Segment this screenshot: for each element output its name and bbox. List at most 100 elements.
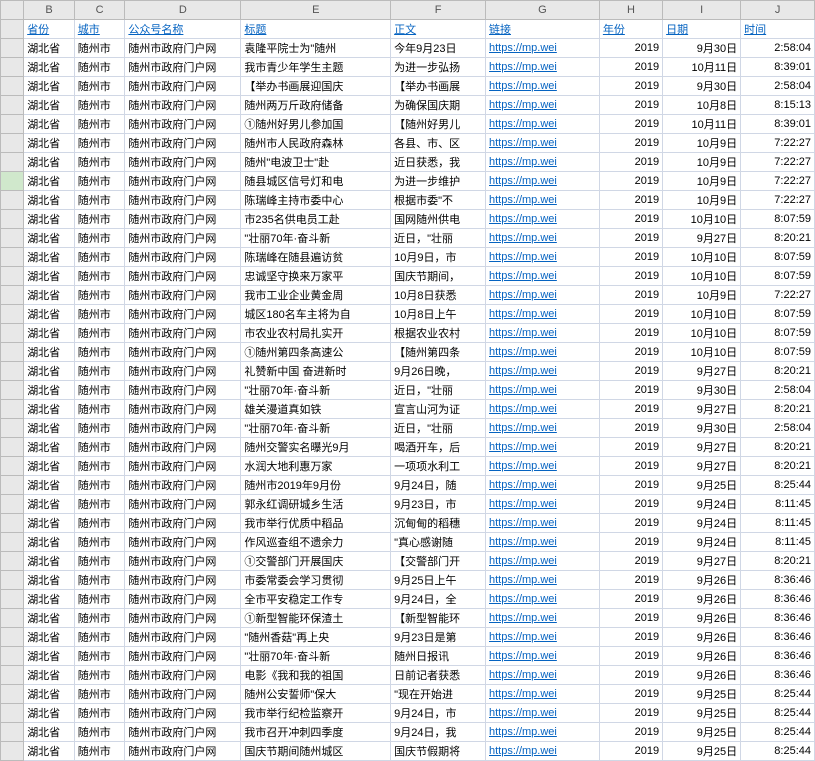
data-cell[interactable]: 10月10日 xyxy=(663,343,741,362)
data-cell[interactable]: 2:58:04 xyxy=(741,39,815,58)
row-header[interactable] xyxy=(1,96,24,115)
data-cell[interactable]: 湖北省 xyxy=(24,647,75,666)
link-cell[interactable]: https://mp.wei xyxy=(486,210,600,229)
row-header[interactable] xyxy=(1,685,24,704)
link-cell[interactable]: https://mp.wei xyxy=(486,115,600,134)
link-cell[interactable]: https://mp.wei xyxy=(486,153,600,172)
row-header[interactable] xyxy=(1,134,24,153)
data-cell[interactable]: 9月26日 xyxy=(663,666,741,685)
link-cell[interactable]: https://mp.wei xyxy=(486,58,600,77)
data-cell[interactable]: 10月10日 xyxy=(663,324,741,343)
data-cell[interactable]: 随州市政府门户网 xyxy=(125,514,241,533)
link-cell[interactable]: https://mp.wei xyxy=(486,514,600,533)
data-cell[interactable]: 【举办书画展迎国庆 xyxy=(241,77,391,96)
data-cell[interactable]: 随州市政府门户网 xyxy=(125,457,241,476)
data-cell[interactable]: 2019 xyxy=(599,685,662,704)
row-header[interactable] xyxy=(1,305,24,324)
data-cell[interactable]: 9月27日 xyxy=(663,457,741,476)
link-cell[interactable]: https://mp.wei xyxy=(486,685,600,704)
data-cell[interactable]: 根据市委"不 xyxy=(391,191,486,210)
data-cell[interactable]: 2019 xyxy=(599,457,662,476)
data-cell[interactable]: 9月30日 xyxy=(663,39,741,58)
data-cell[interactable]: 陈瑞峰主持市委中心 xyxy=(241,191,391,210)
data-cell[interactable]: 【新型智能环 xyxy=(391,609,486,628)
data-cell[interactable]: 8:07:59 xyxy=(741,324,815,343)
data-cell[interactable]: 湖北省 xyxy=(24,476,75,495)
data-cell[interactable]: 2019 xyxy=(599,191,662,210)
data-cell[interactable]: 随州市政府门户网 xyxy=(125,666,241,685)
data-cell[interactable]: 10月10日 xyxy=(663,248,741,267)
data-cell[interactable]: 8:11:45 xyxy=(741,514,815,533)
link-cell[interactable]: https://mp.wei xyxy=(486,96,600,115)
link-cell[interactable]: https://mp.wei xyxy=(486,39,600,58)
row-header[interactable] xyxy=(1,438,24,457)
link-cell[interactable]: https://mp.wei xyxy=(486,571,600,590)
data-cell[interactable]: 湖北省 xyxy=(24,210,75,229)
data-cell[interactable]: 2019 xyxy=(599,286,662,305)
row-header[interactable] xyxy=(1,229,24,248)
data-cell[interactable]: 随州市政府门户网 xyxy=(125,704,241,723)
data-cell[interactable]: 10月8日获悉 xyxy=(391,286,486,305)
data-cell[interactable]: 2:58:04 xyxy=(741,77,815,96)
link-cell[interactable]: https://mp.wei xyxy=(486,267,600,286)
data-cell[interactable]: 随州市 xyxy=(74,153,125,172)
row-header[interactable] xyxy=(1,457,24,476)
row-header[interactable] xyxy=(1,172,24,191)
data-cell[interactable]: 10月11日 xyxy=(663,58,741,77)
data-cell[interactable]: 9月25日 xyxy=(663,723,741,742)
data-cell[interactable]: "壮丽70年·奋斗新 xyxy=(241,381,391,400)
data-cell[interactable]: 湖北省 xyxy=(24,609,75,628)
data-cell[interactable]: 随州市政府门户网 xyxy=(125,476,241,495)
row-header[interactable] xyxy=(1,191,24,210)
row-header[interactable] xyxy=(1,343,24,362)
data-cell[interactable]: 湖北省 xyxy=(24,685,75,704)
data-cell[interactable]: 随州市 xyxy=(74,58,125,77)
data-cell[interactable]: 忠诚坚守换来万家平 xyxy=(241,267,391,286)
data-cell[interactable]: 9月26日 xyxy=(663,590,741,609)
row-header[interactable] xyxy=(1,381,24,400)
data-cell[interactable]: 我市召开冲刺四季度 xyxy=(241,723,391,742)
data-cell[interactable]: 袁隆平院士为"随州 xyxy=(241,39,391,58)
data-cell[interactable]: 随州市政府门户网 xyxy=(125,362,241,381)
data-cell[interactable]: 8:11:45 xyxy=(741,495,815,514)
data-cell[interactable]: 湖北省 xyxy=(24,229,75,248)
data-cell[interactable]: 郭永红调研城乡生活 xyxy=(241,495,391,514)
data-cell[interactable]: 我市举行优质中稻品 xyxy=(241,514,391,533)
link-cell[interactable]: https://mp.wei xyxy=(486,191,600,210)
row-header[interactable] xyxy=(1,362,24,381)
link-cell[interactable]: https://mp.wei xyxy=(486,438,600,457)
data-cell[interactable]: 随州市 xyxy=(74,77,125,96)
row-header[interactable] xyxy=(1,609,24,628)
data-cell[interactable]: 随州市 xyxy=(74,286,125,305)
data-cell[interactable]: 2019 xyxy=(599,552,662,571)
data-cell[interactable]: 7:22:27 xyxy=(741,191,815,210)
link-cell[interactable]: https://mp.wei xyxy=(486,286,600,305)
link-cell[interactable]: https://mp.wei xyxy=(486,590,600,609)
data-cell[interactable]: 为进一步弘扬 xyxy=(391,58,486,77)
data-cell[interactable]: 2019 xyxy=(599,324,662,343)
data-cell[interactable]: 湖北省 xyxy=(24,742,75,761)
data-header-cell[interactable]: 标题 xyxy=(241,20,391,39)
data-cell[interactable]: 9月27日 xyxy=(663,400,741,419)
data-cell[interactable]: 2019 xyxy=(599,533,662,552)
data-cell[interactable]: 国庆节假期将 xyxy=(391,742,486,761)
data-cell[interactable]: 雄关漫道真如铁 xyxy=(241,400,391,419)
data-cell[interactable]: 2019 xyxy=(599,476,662,495)
spreadsheet-table[interactable]: BCDEFGHIJ省份城市公众号名称标题正文链接年份日期时间湖北省随州市随州市政… xyxy=(0,0,815,761)
data-cell[interactable]: 我市举行纪检监察开 xyxy=(241,704,391,723)
row-header[interactable] xyxy=(1,742,24,761)
data-cell[interactable]: 随州市人民政府森林 xyxy=(241,134,391,153)
row-header[interactable] xyxy=(1,419,24,438)
data-cell[interactable]: 随州市 xyxy=(74,476,125,495)
column-header[interactable]: E xyxy=(241,1,391,20)
data-cell[interactable]: 7:22:27 xyxy=(741,153,815,172)
data-cell[interactable]: 随州市 xyxy=(74,571,125,590)
link-cell[interactable]: https://mp.wei xyxy=(486,609,600,628)
data-cell[interactable]: 8:25:44 xyxy=(741,704,815,723)
data-cell[interactable]: 随州市 xyxy=(74,191,125,210)
data-cell[interactable]: 2019 xyxy=(599,248,662,267)
data-cell[interactable]: 随州市政府门户网 xyxy=(125,742,241,761)
column-header[interactable]: I xyxy=(663,1,741,20)
data-cell[interactable]: ①随州第四条高速公 xyxy=(241,343,391,362)
data-cell[interactable]: 湖北省 xyxy=(24,552,75,571)
